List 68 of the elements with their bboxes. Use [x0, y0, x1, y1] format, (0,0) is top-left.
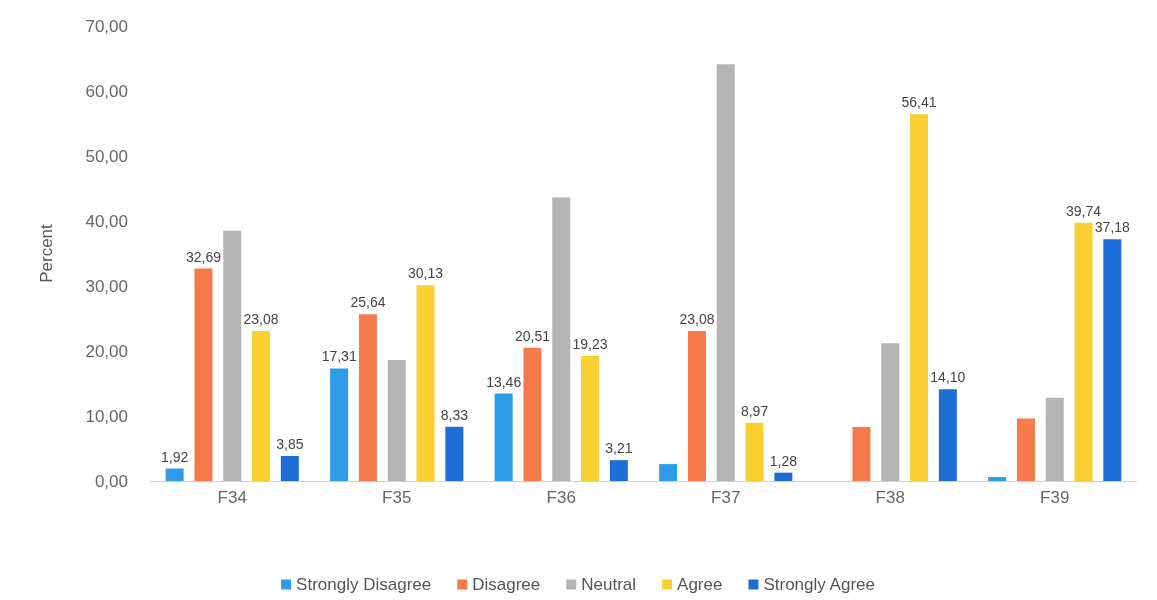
bar — [1045, 397, 1064, 481]
x-tick-label: F35 — [382, 488, 412, 507]
bar — [881, 343, 900, 481]
bar — [659, 464, 678, 481]
data-label: 8,33 — [440, 406, 469, 423]
data-label: 23,08 — [679, 310, 715, 327]
bar — [745, 422, 764, 481]
legend-label: Strongly Agree — [763, 575, 875, 594]
bar — [581, 356, 600, 481]
x-tick-label: F38 — [875, 488, 905, 507]
y-tick-label: 10,00 — [85, 406, 128, 426]
legend-label: Strongly Disagree — [296, 575, 432, 594]
legend-label: Neutral — [581, 575, 637, 594]
y-tick-label: 40,00 — [85, 211, 128, 231]
x-tick-label: F37 — [711, 488, 741, 507]
bar — [523, 347, 542, 481]
data-label: 3,85 — [276, 435, 304, 452]
data-label: 17,31 — [321, 348, 357, 365]
data-label: 1,92 — [161, 448, 189, 465]
data-label: 37,18 — [1094, 219, 1131, 236]
data-label: 1,28 — [769, 452, 798, 469]
y-tick-label: 20,00 — [85, 341, 128, 361]
data-label: 25,64 — [350, 294, 386, 311]
data-label: 3,21 — [605, 440, 633, 457]
bar — [416, 285, 435, 481]
y-tick-label: 70,00 — [85, 16, 128, 36]
x-tick-label: F39 — [1040, 488, 1070, 507]
bar — [852, 427, 871, 481]
y-tick-label: 30,00 — [85, 276, 128, 296]
data-label: 32,69 — [185, 248, 222, 265]
bar — [1074, 222, 1093, 481]
bar — [938, 389, 957, 481]
data-label: 13,46 — [486, 373, 522, 390]
bar — [687, 330, 706, 481]
bar — [194, 268, 213, 481]
legend-label: Agree — [677, 575, 723, 594]
x-tick-label: F36 — [546, 488, 576, 507]
bar — [358, 314, 377, 481]
y-axis-title: Percent — [37, 223, 56, 283]
bar — [252, 330, 271, 481]
data-label: 19,23 — [572, 336, 608, 353]
bar — [280, 455, 299, 481]
data-label: 39,74 — [1066, 202, 1102, 219]
data-label: 8,97 — [740, 402, 769, 419]
bar — [494, 393, 513, 481]
bar — [165, 468, 184, 481]
y-tick-label: 50,00 — [85, 146, 128, 166]
bar — [1103, 239, 1122, 481]
bar — [609, 460, 628, 481]
data-label: 20,51 — [514, 327, 551, 344]
data-label: 30,13 — [408, 265, 444, 282]
bar — [774, 472, 793, 481]
bar — [552, 197, 571, 481]
data-label: 56,41 — [901, 94, 937, 111]
bar — [330, 368, 349, 481]
bar — [716, 64, 735, 481]
bar — [988, 477, 1007, 481]
data-label: 14,10 — [930, 369, 966, 386]
bar — [1016, 418, 1035, 481]
bar — [223, 230, 242, 481]
bar — [910, 114, 929, 481]
y-tick-label: 0,00 — [94, 471, 128, 491]
legend-label: Disagree — [472, 575, 541, 594]
bar — [387, 360, 406, 481]
data-label: 23,08 — [243, 310, 279, 327]
x-tick-label: F34 — [217, 488, 247, 507]
bar — [445, 426, 464, 481]
y-tick-label: 60,00 — [85, 81, 128, 101]
